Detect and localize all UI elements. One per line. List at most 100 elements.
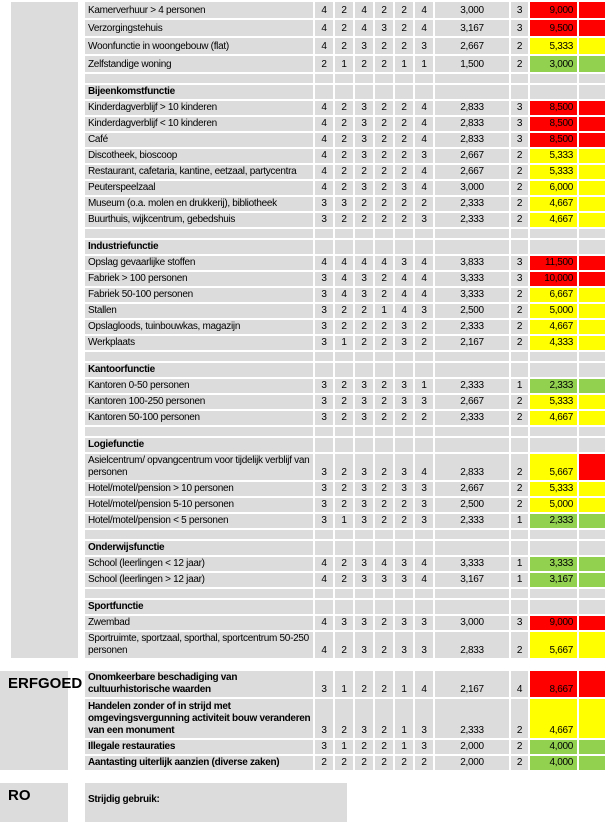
score-cell[interactable]: 1 [395,699,413,738]
row-label[interactable]: Kantoren 0-50 personen [85,379,313,393]
score-cell[interactable]: 3 [355,498,373,512]
score-cell[interactable]: 2 [315,756,333,770]
avg-score-cell[interactable]: 2,333 [435,411,509,425]
score-cell[interactable]: 2 [355,320,373,334]
avg-score-cell[interactable]: 2,833 [435,133,509,147]
weight-cell[interactable]: 3 [511,272,528,286]
score-cell[interactable]: 2 [335,2,353,18]
avg-score-cell[interactable]: 3,333 [435,288,509,302]
row-label[interactable]: Peuterspeelzaal [85,181,313,195]
avg-score-cell[interactable]: 2,667 [435,482,509,496]
score-cell[interactable]: 2 [335,304,353,318]
weight-cell[interactable]: 2 [511,411,528,425]
row-label[interactable]: Aantasting uiterlijk aanzien (diverse za… [85,756,313,770]
score-cell[interactable]: 2 [375,101,393,115]
score-cell[interactable]: 4 [415,288,433,302]
score-cell[interactable]: 3 [415,632,433,658]
risk-indicator[interactable] [579,699,605,738]
score-cell[interactable]: 4 [315,557,333,571]
score-cell[interactable]: 3 [355,699,373,738]
score-cell[interactable]: 4 [415,181,433,195]
avg-score-cell[interactable]: 3,000 [435,181,509,195]
risk-score-cell[interactable]: 3,167 [530,573,577,587]
score-cell[interactable]: 2 [375,165,393,179]
avg-score-cell[interactable]: 2,667 [435,149,509,163]
score-cell[interactable]: 2 [395,197,413,211]
avg-score-cell[interactable]: 2,500 [435,498,509,512]
risk-score-cell[interactable]: 2,333 [530,379,577,393]
row-label[interactable]: Werkplaats [85,336,313,350]
risk-score-cell[interactable]: 8,500 [530,101,577,115]
score-cell[interactable]: 2 [415,197,433,211]
score-cell[interactable]: 4 [395,288,413,302]
risk-indicator[interactable] [579,20,605,36]
weight-cell[interactable]: 2 [511,482,528,496]
score-cell[interactable]: 2 [355,165,373,179]
score-cell[interactable]: 2 [375,117,393,131]
score-cell[interactable]: 2 [375,288,393,302]
score-cell[interactable]: 4 [335,288,353,302]
risk-indicator[interactable] [579,149,605,163]
score-cell[interactable]: 3 [315,320,333,334]
score-cell[interactable]: 3 [355,288,373,302]
score-cell[interactable]: 3 [355,101,373,115]
score-cell[interactable]: 2 [395,514,413,528]
risk-indicator[interactable] [579,756,605,770]
score-cell[interactable]: 4 [375,557,393,571]
score-cell[interactable]: 2 [375,514,393,528]
risk-score-cell[interactable]: 4,000 [530,756,577,770]
score-cell[interactable]: 2 [395,756,413,770]
score-cell[interactable]: 3 [315,379,333,393]
score-cell[interactable]: 2 [335,379,353,393]
row-label[interactable]: Sportruimte, sportzaal, sporthal, sportc… [85,632,313,658]
weight-cell[interactable]: 2 [511,699,528,738]
score-cell[interactable]: 2 [335,632,353,658]
score-cell[interactable]: 4 [315,117,333,131]
score-cell[interactable]: 3 [395,256,413,270]
score-cell[interactable]: 2 [355,197,373,211]
weight-cell[interactable]: 1 [511,573,528,587]
row-label[interactable]: Handelen zonder of in strijd met omgevin… [85,699,313,738]
risk-indicator[interactable] [579,272,605,286]
risk-score-cell[interactable]: 8,500 [530,133,577,147]
score-cell[interactable]: 4 [315,101,333,115]
score-cell[interactable]: 2 [355,756,373,770]
score-cell[interactable]: 4 [315,2,333,18]
risk-score-cell[interactable]: 10,000 [530,272,577,286]
score-cell[interactable]: 2 [375,756,393,770]
score-cell[interactable]: 3 [375,20,393,36]
avg-score-cell[interactable]: 3,167 [435,20,509,36]
score-cell[interactable]: 2 [375,395,393,409]
avg-score-cell[interactable]: 2,833 [435,117,509,131]
row-label[interactable]: Hotel/motel/pension 5-10 personen [85,498,313,512]
score-cell[interactable]: 2 [315,56,333,72]
score-cell[interactable]: 2 [395,133,413,147]
score-cell[interactable]: 4 [415,133,433,147]
risk-indicator[interactable] [579,2,605,18]
row-label[interactable]: Kantoren 100-250 personen [85,395,313,409]
score-cell[interactable]: 3 [355,616,373,630]
row-label[interactable]: Zwembad [85,616,313,630]
score-cell[interactable]: 2 [415,336,433,350]
avg-score-cell[interactable]: 3,333 [435,557,509,571]
score-cell[interactable]: 2 [355,56,373,72]
score-cell[interactable]: 2 [335,320,353,334]
risk-indicator[interactable] [579,101,605,115]
avg-score-cell[interactable]: 2,333 [435,514,509,528]
score-cell[interactable]: 4 [375,256,393,270]
score-cell[interactable]: 2 [335,756,353,770]
score-cell[interactable]: 1 [335,336,353,350]
score-cell[interactable]: 2 [375,379,393,393]
row-label[interactable]: School (leerlingen < 12 jaar) [85,557,313,571]
score-cell[interactable]: 2 [335,133,353,147]
risk-indicator[interactable] [579,181,605,195]
score-cell[interactable]: 4 [415,165,433,179]
risk-score-cell[interactable]: 5,000 [530,498,577,512]
score-cell[interactable]: 3 [375,573,393,587]
score-cell[interactable]: 3 [315,411,333,425]
score-cell[interactable]: 3 [415,304,433,318]
row-label[interactable]: Strijdig gebruik: [85,783,347,822]
risk-indicator[interactable] [579,117,605,131]
score-cell[interactable]: 4 [335,256,353,270]
score-cell[interactable]: 3 [355,395,373,409]
